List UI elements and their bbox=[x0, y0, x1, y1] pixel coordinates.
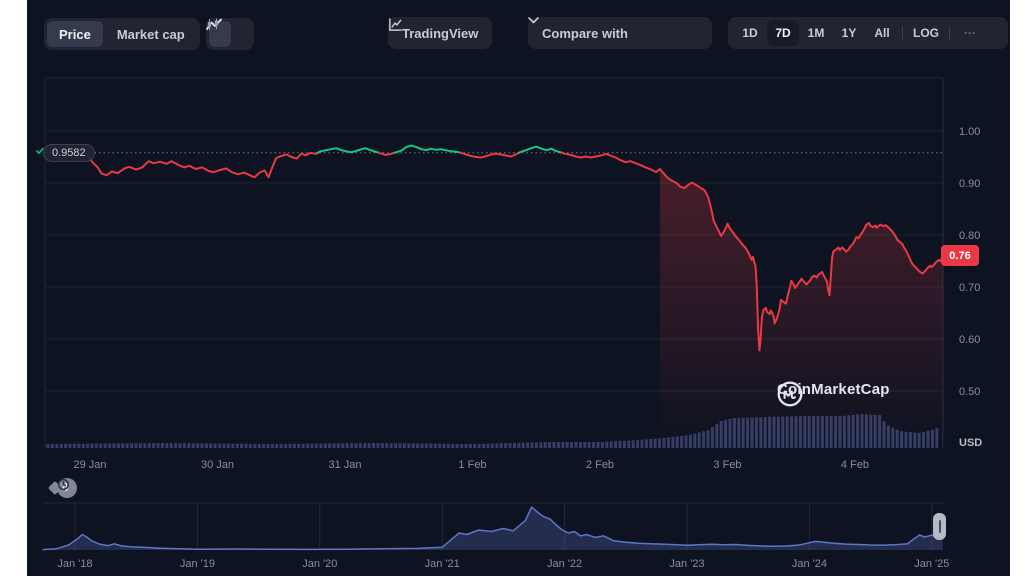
svg-text:Jan '19: Jan '19 bbox=[180, 558, 215, 570]
range-1y-button[interactable]: 1Y bbox=[833, 20, 865, 46]
svg-text:2 Feb: 2 Feb bbox=[586, 459, 614, 471]
svg-text:Jan '22: Jan '22 bbox=[547, 558, 582, 570]
market-cap-tab[interactable]: Market cap bbox=[105, 21, 197, 47]
svg-text:0.90: 0.90 bbox=[959, 178, 980, 190]
log-scale-button[interactable]: LOG bbox=[907, 20, 945, 46]
svg-text:Jan '18: Jan '18 bbox=[57, 558, 92, 570]
svg-text:Jan '21: Jan '21 bbox=[425, 558, 460, 570]
svg-text:4 Feb: 4 Feb bbox=[841, 459, 869, 471]
svg-text:1 Feb: 1 Feb bbox=[458, 459, 486, 471]
svg-text:1.00: 1.00 bbox=[959, 126, 980, 138]
clock-icon bbox=[57, 478, 70, 491]
price-tab[interactable]: Price bbox=[47, 21, 103, 47]
separator bbox=[949, 26, 950, 40]
check-icon bbox=[36, 147, 44, 154]
svg-text:3 Feb: 3 Feb bbox=[713, 459, 741, 471]
range-1d-button[interactable]: 1D bbox=[734, 20, 766, 46]
coinmarketcap-logo-icon bbox=[777, 381, 803, 407]
svg-text:Jan '20: Jan '20 bbox=[302, 558, 337, 570]
compare-with-label: Compare with bbox=[542, 25, 628, 41]
svg-text:0.50: 0.50 bbox=[959, 386, 980, 398]
svg-text:31 Jan: 31 Jan bbox=[328, 459, 361, 471]
range-selector: 1D 7D 1M 1Y All LOG ··· bbox=[728, 17, 1008, 49]
coinmarketcap-label: CoinMarketCap bbox=[777, 381, 890, 398]
tradingview-label: TradingView bbox=[402, 25, 479, 41]
history-count: 4 bbox=[62, 482, 69, 494]
svg-text:Jan '25: Jan '25 bbox=[914, 558, 949, 570]
tradingview-icon bbox=[389, 18, 402, 31]
tradingview-button[interactable]: TradingView bbox=[388, 17, 493, 49]
range-7d-button[interactable]: 7D bbox=[767, 20, 799, 46]
coinmarketcap-watermark: CoinMarketCap bbox=[777, 381, 890, 407]
chart-toolbar: Price Market cap bbox=[27, 0, 1010, 66]
more-options-button[interactable]: ··· bbox=[954, 20, 986, 46]
compare-with-dropdown[interactable]: Compare with bbox=[528, 17, 712, 49]
svg-text:29 Jan: 29 Jan bbox=[73, 459, 106, 471]
reference-price-label: 0.9582 bbox=[43, 144, 95, 162]
candlestick-icon bbox=[207, 18, 219, 30]
chevron-down-icon bbox=[528, 17, 539, 24]
current-price-badge: 0.76 bbox=[941, 245, 979, 266]
metric-toggle: Price Market cap bbox=[44, 18, 200, 50]
price-chart[interactable]: 1.00 0.90 0.80 0.70 0.60 0.50 29 Jan 30 Jan 31 J… bbox=[27, 0, 1010, 576]
currency-label: USD bbox=[959, 437, 983, 449]
chart-type-toggle bbox=[206, 18, 254, 50]
svg-text:Jan '24: Jan '24 bbox=[792, 558, 827, 570]
chart-panel: Price Market cap bbox=[27, 0, 1010, 576]
svg-text:30 Jan: 30 Jan bbox=[201, 459, 234, 471]
candlestick-chart-type-button[interactable] bbox=[207, 18, 251, 47]
history-count-badge[interactable]: 4 bbox=[57, 478, 78, 498]
svg-text:0.70: 0.70 bbox=[959, 282, 980, 294]
range-all-button[interactable]: All bbox=[866, 20, 898, 46]
svg-text:Jan '23: Jan '23 bbox=[669, 558, 704, 570]
svg-text:0.60: 0.60 bbox=[959, 334, 980, 346]
range-1m-button[interactable]: 1M bbox=[800, 20, 832, 46]
timeline-scrubber-handle[interactable] bbox=[933, 513, 946, 540]
svg-text:0.80: 0.80 bbox=[959, 230, 980, 242]
separator bbox=[902, 26, 903, 40]
